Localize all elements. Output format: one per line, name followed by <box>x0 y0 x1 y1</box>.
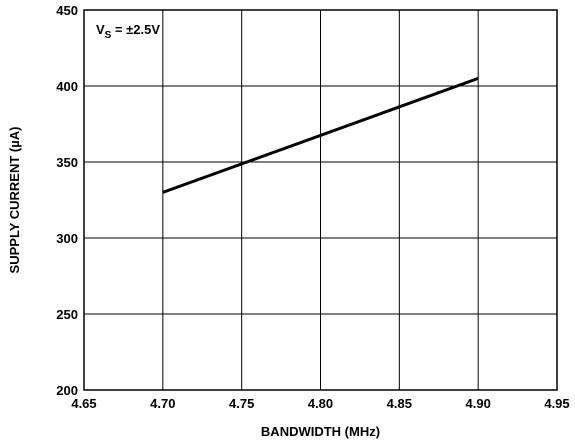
annotation-subscript: S <box>105 30 112 41</box>
annotation-main: V <box>96 22 105 37</box>
x-tick-label: 4.70 <box>150 396 175 411</box>
y-tick-label: 200 <box>56 383 78 398</box>
y-tick-label: 300 <box>56 231 78 246</box>
y-tick-label: 400 <box>56 79 78 94</box>
series-layer <box>162 76 479 194</box>
x-tick-label: 4.80 <box>308 396 333 411</box>
series-line <box>162 76 479 194</box>
y-tick-label: 350 <box>56 155 78 170</box>
supply-voltage-annotation: VS = ±2.5V <box>96 22 160 41</box>
y-tick-label: 450 <box>56 3 78 18</box>
x-tick-label: 4.90 <box>466 396 491 411</box>
x-axis-title: BANDWIDTH (MHz) <box>261 424 380 439</box>
grid <box>84 10 557 390</box>
plot-frame <box>83 9 558 391</box>
y-tick-labels: 200 250 300 350 400 450 <box>56 3 78 398</box>
x-tick-label: 4.75 <box>229 396 254 411</box>
y-axis-title: SUPPLY CURRENT (µA) <box>7 127 22 274</box>
x-tick-label: 4.95 <box>544 396 569 411</box>
x-tick-label: 4.65 <box>71 396 96 411</box>
x-tick-labels: 4.65 4.70 4.75 4.80 4.85 4.90 4.95 <box>71 396 569 411</box>
x-tick-label: 4.85 <box>387 396 412 411</box>
y-tick-label: 250 <box>56 307 78 322</box>
annotation-suffix: = ±2.5V <box>111 22 160 37</box>
